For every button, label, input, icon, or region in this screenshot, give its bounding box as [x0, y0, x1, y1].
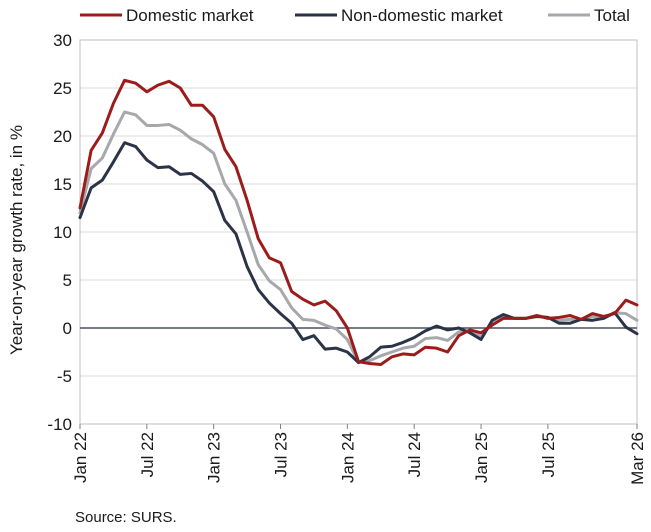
x-tick-label: Jul 25: [539, 432, 558, 477]
source-note: Source: SURS.: [75, 509, 177, 526]
legend-label: Non-domestic market: [341, 6, 503, 25]
y-tick-label: 15: [53, 175, 72, 194]
plot-border: [79, 39, 638, 425]
legend-label: Domestic market: [126, 6, 254, 25]
series-lines: [78, 78, 639, 366]
legend: Domestic market Non-domestic market Total: [80, 6, 630, 25]
y-tick-label: -10: [47, 415, 72, 434]
x-tick-label: Jan 25: [472, 432, 491, 483]
x-tick-labels: Jan 22 Jul 22 Jan 23 Jul 23 Jan 24 Jul 24 Jan …: [71, 424, 647, 485]
y-tick-label: 30: [53, 31, 72, 50]
x-tick-label: Jul 24: [405, 432, 424, 477]
series-line-non-domestic-market: [78, 141, 639, 365]
y-axis-title: Year-on-year growth rate, in %: [7, 125, 26, 355]
x-tick-label: Mar 26: [628, 432, 647, 485]
y-tick-label: 0: [63, 319, 72, 338]
y-tick-label: 20: [53, 127, 72, 146]
x-tick-label: Jul 22: [138, 432, 157, 477]
x-tick-label: Jul 23: [272, 432, 291, 477]
y-tick-label: 5: [63, 271, 72, 290]
legend-label: Total: [594, 6, 630, 25]
x-tick-label: Jan 24: [338, 432, 357, 483]
plot-frame: [79, 39, 638, 425]
series-line-total: [78, 110, 639, 365]
y-tick-label: 10: [53, 223, 72, 242]
y-tick-label: 25: [53, 79, 72, 98]
x-tick-label: Jan 22: [71, 432, 90, 483]
gridlines: [80, 39, 637, 425]
x-tick-label: Jan 23: [205, 432, 224, 483]
y-tick-label: -5: [57, 367, 72, 386]
y-tick-labels: -10 -5 0 5 10 15 20 25 30: [47, 31, 72, 434]
series-line-domestic-market: [78, 78, 639, 366]
